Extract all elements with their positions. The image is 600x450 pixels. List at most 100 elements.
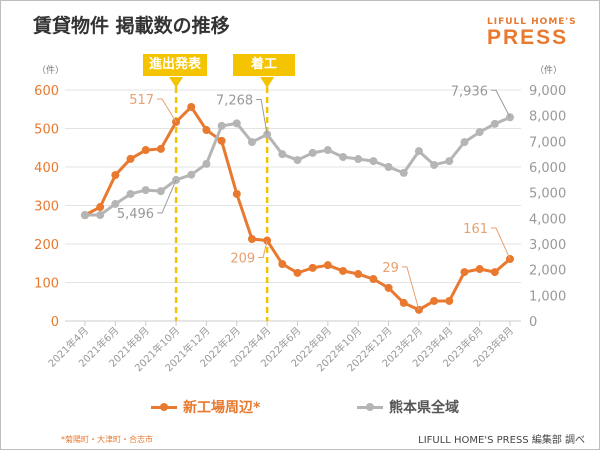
data-label: 161 xyxy=(463,222,488,237)
right-axis-unit: （件） xyxy=(535,66,563,76)
data-point xyxy=(354,270,363,279)
data-label: 29 xyxy=(382,261,399,276)
data-point xyxy=(247,234,256,243)
data-point xyxy=(354,155,363,164)
right-tick-label: 2,000 xyxy=(529,264,566,279)
data-point xyxy=(445,157,454,166)
data-label-leader xyxy=(491,227,511,260)
data-point xyxy=(308,148,317,157)
data-point xyxy=(217,136,226,145)
data-point xyxy=(111,171,120,180)
data-label: 5,496 xyxy=(117,207,154,222)
footnote: *菊陽町・大津町・合志市 xyxy=(61,435,153,444)
data-point xyxy=(232,189,241,198)
data-point xyxy=(156,187,165,196)
data-point xyxy=(96,203,105,212)
data-point xyxy=(460,138,469,147)
series-line-kumamoto-all xyxy=(85,115,511,217)
data-point xyxy=(126,154,135,163)
data-label-leader xyxy=(258,240,268,259)
data-point xyxy=(278,150,287,159)
right-tick-label: 6,000 xyxy=(529,161,566,176)
right-tick-label: 4,000 xyxy=(529,212,566,227)
data-point xyxy=(293,268,302,277)
data-point xyxy=(414,147,423,156)
data-point xyxy=(369,157,378,166)
left-tick-label: 600 xyxy=(34,84,59,99)
data-point xyxy=(187,170,196,179)
data-point xyxy=(490,268,499,277)
data-point xyxy=(96,210,105,219)
left-tick-label: 300 xyxy=(34,200,59,215)
right-tick-label: 7,000 xyxy=(529,135,566,150)
data-point xyxy=(278,260,287,269)
legend-new-factory-area: 新工場周辺* xyxy=(151,397,260,417)
data-point xyxy=(490,119,499,128)
data-point xyxy=(323,261,332,270)
data-point xyxy=(156,144,165,153)
logo-main-text: PRESS xyxy=(487,26,569,49)
annotation-arrow xyxy=(260,77,275,88)
left-tick-label: 100 xyxy=(34,277,59,292)
data-label: 7,268 xyxy=(216,93,253,108)
data-point xyxy=(308,263,317,272)
chart-title: 賃貸物件 掲載数の推移 xyxy=(33,15,230,37)
legend-marker-orange xyxy=(151,402,177,411)
data-label: 209 xyxy=(230,252,255,267)
data-point xyxy=(202,126,211,135)
left-tick-label: 200 xyxy=(34,238,59,253)
legend-kumamoto-all: 熊本県全域 xyxy=(357,397,459,417)
data-point xyxy=(126,189,135,198)
left-tick-label: 500 xyxy=(34,123,59,138)
data-point xyxy=(430,296,439,305)
data-label-leader xyxy=(256,98,268,135)
legend-marker-gray xyxy=(357,402,383,411)
legend-label: 新工場周辺* xyxy=(183,400,261,416)
data-point xyxy=(141,146,150,155)
right-tick-label: 9,000 xyxy=(529,84,566,99)
data-label-leader xyxy=(491,89,511,118)
data-point xyxy=(339,152,348,161)
right-tick-label: 0 xyxy=(529,315,537,330)
left-tick-label: 400 xyxy=(34,161,59,176)
data-point xyxy=(187,102,196,111)
data-point xyxy=(323,146,332,155)
data-point xyxy=(384,283,393,292)
data-label-leader xyxy=(401,266,420,310)
right-tick-label: 5,000 xyxy=(529,187,566,202)
data-point xyxy=(111,199,120,208)
source-credit: LIFULL HOME'S PRESS 編集部 調べ xyxy=(418,435,585,446)
annotation-construction-start: 着工 xyxy=(233,54,295,76)
data-point xyxy=(339,266,348,275)
data-point xyxy=(81,210,89,219)
data-label: 517 xyxy=(129,93,154,108)
data-point xyxy=(475,128,484,137)
data-point xyxy=(445,296,454,305)
data-label: 7,936 xyxy=(451,84,488,99)
data-point xyxy=(475,265,484,274)
annotation-entry-announcement: 進出発表 xyxy=(143,54,207,76)
data-point xyxy=(399,298,408,307)
left-tick-label: 0 xyxy=(51,315,59,330)
right-tick-label: 8,000 xyxy=(529,110,566,125)
annotation-arrow xyxy=(169,77,184,88)
data-point xyxy=(369,275,378,284)
data-point xyxy=(430,160,439,169)
data-label-leader xyxy=(157,98,177,123)
data-point xyxy=(247,138,256,147)
data-point xyxy=(293,156,302,165)
data-point xyxy=(232,119,241,128)
data-point xyxy=(399,168,408,177)
data-point xyxy=(202,159,211,168)
right-tick-label: 1,000 xyxy=(529,289,566,304)
logo-top-text: LIFULL HOME'S xyxy=(487,17,577,27)
data-label-leader xyxy=(157,179,177,214)
right-tick-label: 3,000 xyxy=(529,238,566,253)
legend-label: 熊本県全域 xyxy=(389,400,459,416)
data-point xyxy=(217,121,226,130)
data-point xyxy=(460,268,469,277)
data-point xyxy=(141,186,150,195)
left-axis-unit: （件） xyxy=(37,66,65,76)
